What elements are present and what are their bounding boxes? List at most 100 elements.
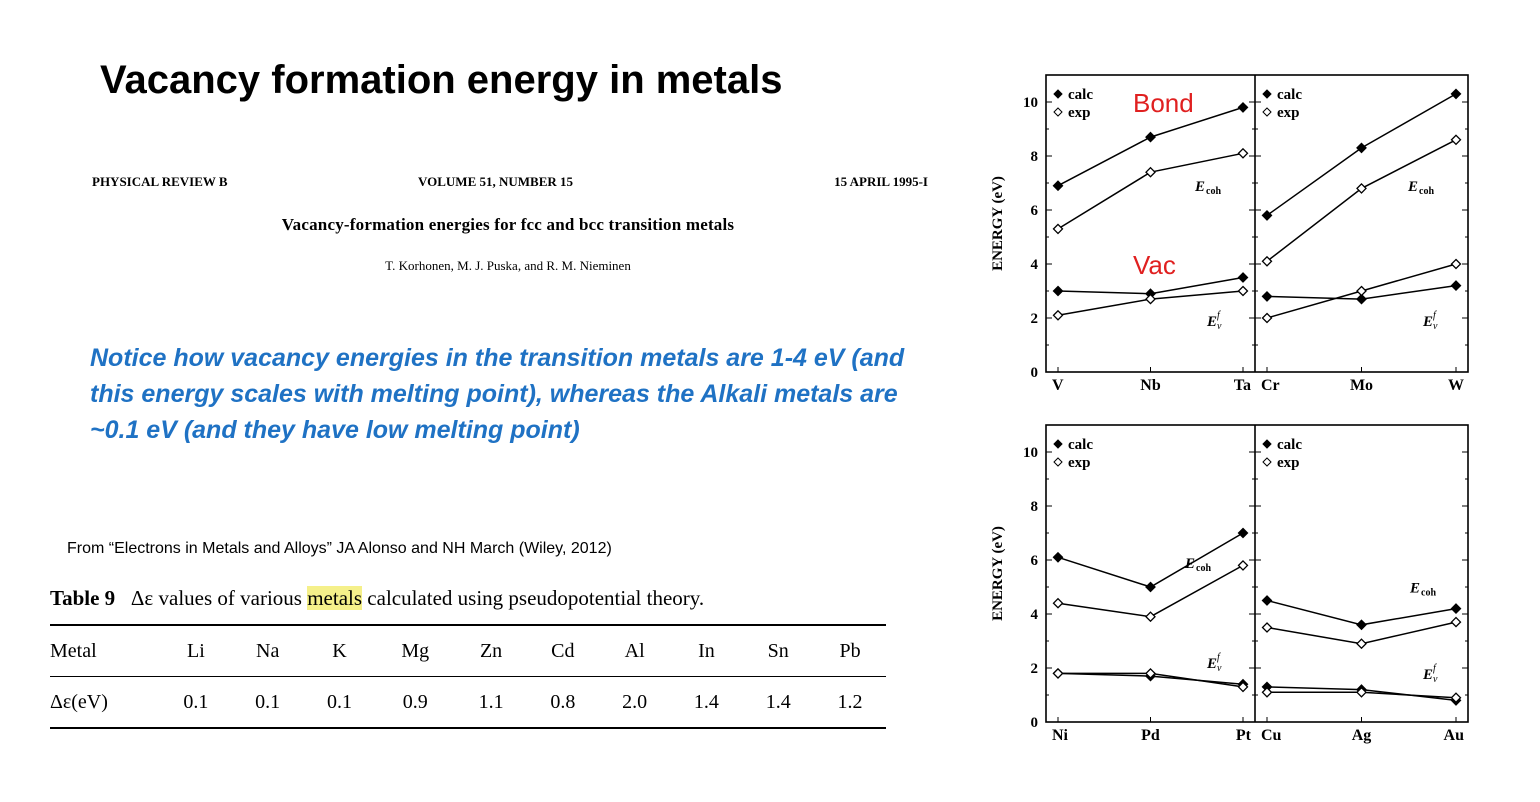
y-tick-label: 6	[1031, 203, 1039, 219]
ecoh-subscript: coh	[1196, 563, 1211, 574]
table-caption-highlight: metals	[307, 586, 363, 610]
data-point	[1356, 619, 1367, 631]
data-point	[1052, 285, 1064, 297]
ecoh-label: E	[1409, 580, 1420, 596]
data-point	[1145, 667, 1156, 679]
data-point	[1052, 667, 1064, 679]
table-cell: Li	[160, 624, 232, 677]
evf-subscript: v	[1217, 663, 1222, 674]
evf-label: E	[1422, 314, 1433, 330]
ecoh-subscript: coh	[1206, 186, 1221, 197]
table-row: Δε(eV) 0.1 0.1 0.1 0.9 1.1 0.8 2.0 1.4 1…	[50, 676, 886, 729]
legend-exp-marker	[1053, 457, 1063, 467]
evf-superscript: f	[1433, 663, 1437, 674]
data-point	[1052, 309, 1064, 321]
ecoh-label: E	[1184, 556, 1195, 572]
evf-label: E	[1206, 656, 1217, 672]
table-cell: Pb	[814, 624, 886, 677]
evf-superscript: f	[1217, 652, 1221, 663]
table-cell: 1.2	[814, 676, 886, 729]
data-point	[1052, 551, 1064, 563]
y-axis-label: ENERGY (eV)	[990, 176, 1006, 271]
chart-frame-top	[1045, 74, 1469, 373]
data-point	[1237, 101, 1249, 113]
data-point	[1261, 622, 1273, 633]
data-point	[1052, 180, 1064, 192]
table-cell: Mg	[375, 624, 456, 677]
x-tick-label: Ag	[1352, 727, 1372, 744]
table-cell: Al	[598, 624, 671, 677]
data-point	[1261, 255, 1273, 267]
legend-calc-label: calc	[1068, 437, 1093, 453]
table-cell: 1.1	[455, 676, 527, 729]
legend-calc-marker	[1053, 89, 1063, 99]
table-cell: 0.9	[375, 676, 456, 729]
table-cell: Na	[231, 624, 304, 677]
y-tick-label: 8	[1031, 499, 1039, 515]
table-cell: Cd	[526, 624, 599, 677]
table-cell: In	[670, 624, 743, 677]
legend-calc-label: calc	[1277, 437, 1302, 453]
y-tick-label: 4	[1031, 257, 1039, 273]
slide-title: Vacancy formation energy in metals	[100, 58, 783, 102]
ecoh-subscript: coh	[1421, 587, 1436, 598]
vac-label: Vac	[1133, 250, 1176, 280]
legend-calc-label: calc	[1068, 87, 1093, 103]
notice-text: Notice how vacancy energies in the trans…	[90, 344, 905, 444]
y-tick-label: 8	[1031, 149, 1039, 165]
journal-name: PHYSICAL REVIEW B	[92, 174, 228, 189]
data-point	[1356, 142, 1367, 154]
table-cell: 0.8	[526, 676, 599, 729]
series-line	[1057, 532, 1244, 588]
evf-label: E	[1206, 314, 1217, 330]
table-cell: 0.1	[160, 676, 232, 729]
journal-header: PHYSICAL REVIEW B VOLUME 51, NUMBER 15 1…	[92, 174, 928, 194]
table-cell: K	[303, 624, 376, 677]
data-point	[1145, 581, 1156, 593]
table-9: Metal Li Na K Mg Zn Cd Al In Sn Pb Δε(eV…	[50, 624, 886, 729]
table-caption: Table 9 Δε values of various metals calc…	[50, 586, 704, 611]
ecoh-label: E	[1194, 179, 1205, 195]
data-point	[1145, 166, 1156, 178]
data-point	[1450, 258, 1462, 270]
series-line	[1266, 139, 1457, 262]
evf-superscript: f	[1217, 310, 1221, 321]
y-tick-label: 10	[1023, 445, 1038, 461]
table-cell: Metal	[50, 624, 160, 677]
data-point	[1356, 686, 1367, 698]
x-tick-label: Pt	[1236, 727, 1252, 744]
data-point	[1145, 131, 1156, 143]
paper-title: Vacancy-formation energies for fcc and b…	[281, 215, 735, 234]
data-point	[1356, 638, 1367, 650]
y-tick-label: 4	[1031, 607, 1039, 623]
data-point	[1145, 611, 1156, 623]
table-cell: 2.0	[598, 676, 671, 729]
x-tick-label: Cr	[1261, 377, 1280, 394]
data-point	[1237, 272, 1249, 283]
table-caption-pre: Δε values of various	[130, 586, 308, 610]
x-tick-label: Ta	[1234, 377, 1251, 394]
data-point	[1237, 285, 1249, 297]
legend-exp-label: exp	[1277, 105, 1300, 121]
y-tick-label: 2	[1031, 661, 1039, 677]
evf-label: E	[1422, 667, 1433, 683]
bond-label: Bond	[1133, 88, 1194, 118]
table-caption-label: Table 9	[50, 586, 116, 610]
data-point	[1356, 285, 1367, 297]
y-tick-label: 0	[1031, 365, 1039, 381]
data-point	[1450, 88, 1462, 100]
y-tick-label: 6	[1031, 553, 1039, 569]
data-point	[1261, 209, 1273, 221]
legend-calc-marker	[1262, 89, 1272, 99]
table-cell: 0.1	[303, 676, 376, 729]
data-point	[1237, 559, 1249, 571]
data-point	[1052, 223, 1064, 235]
table-cell: Δε(eV)	[50, 676, 160, 729]
legend-calc-marker	[1262, 439, 1272, 449]
x-tick-label: Ni	[1052, 727, 1069, 744]
x-tick-label: Mo	[1350, 377, 1373, 394]
evf-subscript: v	[1433, 674, 1438, 685]
data-point	[1237, 147, 1249, 159]
data-point	[1237, 527, 1249, 539]
